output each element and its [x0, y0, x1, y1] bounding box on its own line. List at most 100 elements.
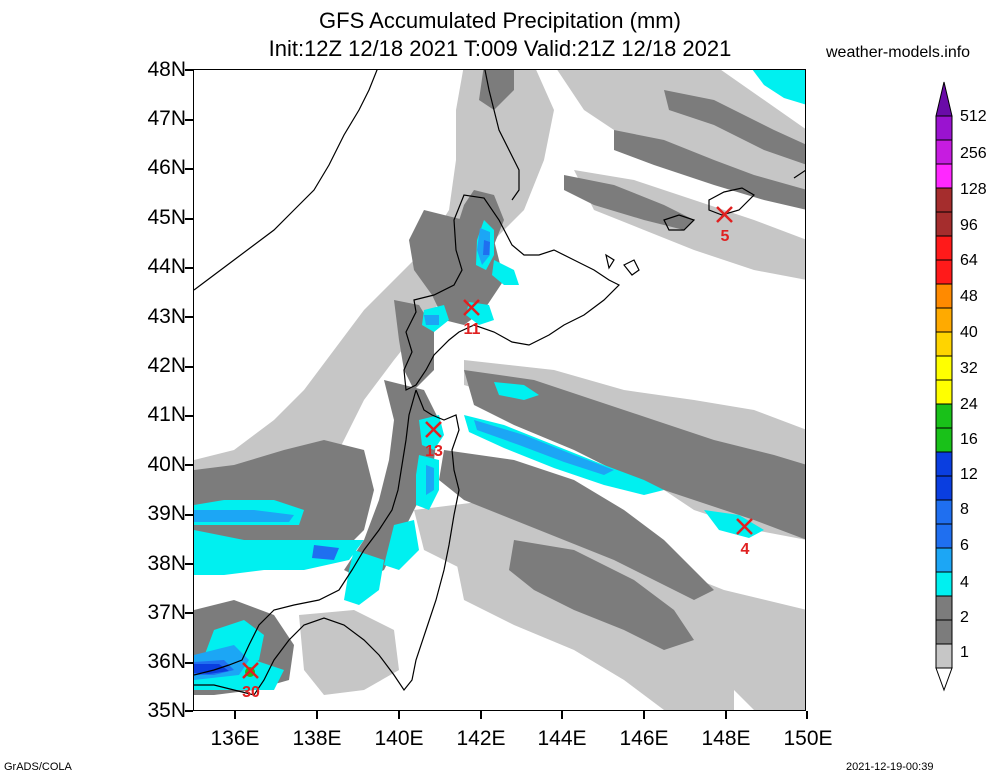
legend-swatch: [935, 499, 953, 525]
marker-value: 5: [721, 228, 730, 245]
lat-label-44n: 44N: [147, 255, 186, 278]
lon-tick: [725, 711, 727, 719]
marker-hokkaido-north: 5: [716, 206, 733, 245]
lat-tick: [185, 514, 193, 516]
lat-label-37n: 37N: [147, 601, 186, 624]
legend-swatch: [935, 403, 953, 429]
lat-label-45n: 45N: [147, 206, 186, 229]
legend-swatch: [935, 259, 953, 285]
legend-swatch: [935, 619, 953, 645]
legend-swatch: [935, 283, 953, 309]
legend-swatch: [935, 139, 953, 165]
footer-left: GrADS/COLA: [4, 761, 72, 773]
legend-colorbar: [935, 81, 953, 692]
lat-label-39n: 39N: [147, 502, 186, 525]
legend-swatch: [935, 595, 953, 621]
legend-swatch: [935, 451, 953, 477]
legend-swatch: [935, 379, 953, 405]
legend-label: 4: [960, 574, 969, 591]
lon-tick: [806, 711, 808, 719]
map-panel: 5 11 13 4 30: [193, 69, 806, 711]
marker-pacific: 4: [736, 518, 753, 558]
legend-swatch: [935, 523, 953, 549]
lat-tick: [185, 464, 193, 466]
legend-swatch: [935, 475, 953, 501]
legend-label: 12: [960, 466, 978, 483]
lat-tick: [185, 218, 193, 220]
legend-label: 256: [960, 145, 987, 162]
lat-label-43n: 43N: [147, 305, 186, 328]
precip-2mm-layer: [194, 70, 805, 695]
legend-label: 8: [960, 501, 969, 518]
legend-swatch: [935, 163, 953, 189]
legend-label: 24: [960, 396, 978, 413]
lat-tick: [185, 563, 193, 565]
footer-timestamp: 2021-12-19-00:39: [846, 761, 934, 773]
legend-swatch: [935, 427, 953, 453]
lat-label-40n: 40N: [147, 453, 186, 476]
lat-tick: [185, 366, 193, 368]
marker-value: 11: [464, 321, 481, 338]
legend-top-arrow: [935, 81, 953, 117]
lat-tick: [185, 267, 193, 269]
lon-tick: [561, 711, 563, 719]
lat-label-35n: 35N: [147, 699, 186, 722]
legend-label: 512: [960, 108, 987, 125]
chart-subtitle: Init:12Z 12/18 2021 T:009 Valid:21Z 12/1…: [268, 36, 732, 61]
marker-hokkaido-west: 11: [463, 299, 481, 338]
legend-label: 1: [960, 644, 969, 661]
lat-tick: [185, 69, 193, 71]
legend-swatch: [935, 571, 953, 597]
marker-group: 5 11 13 4 30: [242, 206, 753, 701]
lat-tick: [185, 612, 193, 614]
legend-swatch: [935, 547, 953, 573]
lat-label-47n: 47N: [147, 107, 186, 130]
legend-label: 6: [960, 537, 969, 554]
precipitation-map: 5 11 13 4 30: [194, 70, 805, 710]
lat-tick: [185, 662, 193, 664]
precip-12mm-layer: [194, 664, 229, 674]
marker-value: 4: [741, 541, 750, 558]
lat-tick: [185, 415, 193, 417]
lat-tick: [185, 119, 193, 121]
lon-label-150e: 150E: [783, 727, 833, 750]
lat-label-36n: 36N: [147, 650, 186, 673]
lon-tick: [643, 711, 645, 719]
lon-label-136e: 136E: [210, 727, 260, 750]
lon-tick: [398, 711, 400, 719]
lon-label-142e: 142E: [456, 727, 506, 750]
marker-tohoku-north: 13: [425, 421, 443, 460]
legend-swatch: [935, 355, 953, 381]
marker-value: 13: [425, 443, 443, 460]
lon-tick: [480, 711, 482, 719]
legend-swatch: [935, 115, 953, 141]
lat-label-38n: 38N: [147, 552, 186, 575]
lon-label-148e: 148E: [701, 727, 751, 750]
marker-honshu-west: 30: [242, 662, 260, 701]
legend-swatch: [935, 211, 953, 237]
precip-4mm-northeast: [752, 70, 805, 105]
legend-swatch: [935, 235, 953, 261]
lat-tick: [185, 710, 193, 712]
lon-label-146e: 146E: [619, 727, 669, 750]
lat-label-42n: 42N: [147, 354, 186, 377]
lon-tick: [316, 711, 318, 719]
lon-label-138e: 138E: [292, 727, 342, 750]
lat-label-46n: 46N: [147, 156, 186, 179]
legend-label: 2: [960, 609, 969, 626]
legend-swatch: [935, 307, 953, 333]
marker-value: 30: [242, 684, 260, 701]
legend-label: 128: [960, 181, 987, 198]
legend-swatch: [935, 331, 953, 357]
lon-label-140e: 140E: [374, 727, 424, 750]
legend-label: 16: [960, 431, 978, 448]
legend-label: 48: [960, 288, 978, 305]
legend-label: 96: [960, 217, 978, 234]
site-credit: weather-models.info: [826, 44, 971, 61]
lat-tick: [185, 168, 193, 170]
legend-label: 32: [960, 360, 978, 377]
chart-title: GFS Accumulated Precipitation (mm): [319, 8, 681, 33]
lat-tick: [185, 316, 193, 318]
lat-label-48n: 48N: [147, 58, 186, 81]
legend-label: 64: [960, 252, 978, 269]
